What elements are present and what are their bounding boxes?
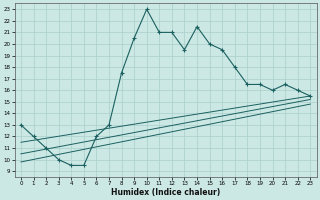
X-axis label: Humidex (Indice chaleur): Humidex (Indice chaleur): [111, 188, 220, 197]
